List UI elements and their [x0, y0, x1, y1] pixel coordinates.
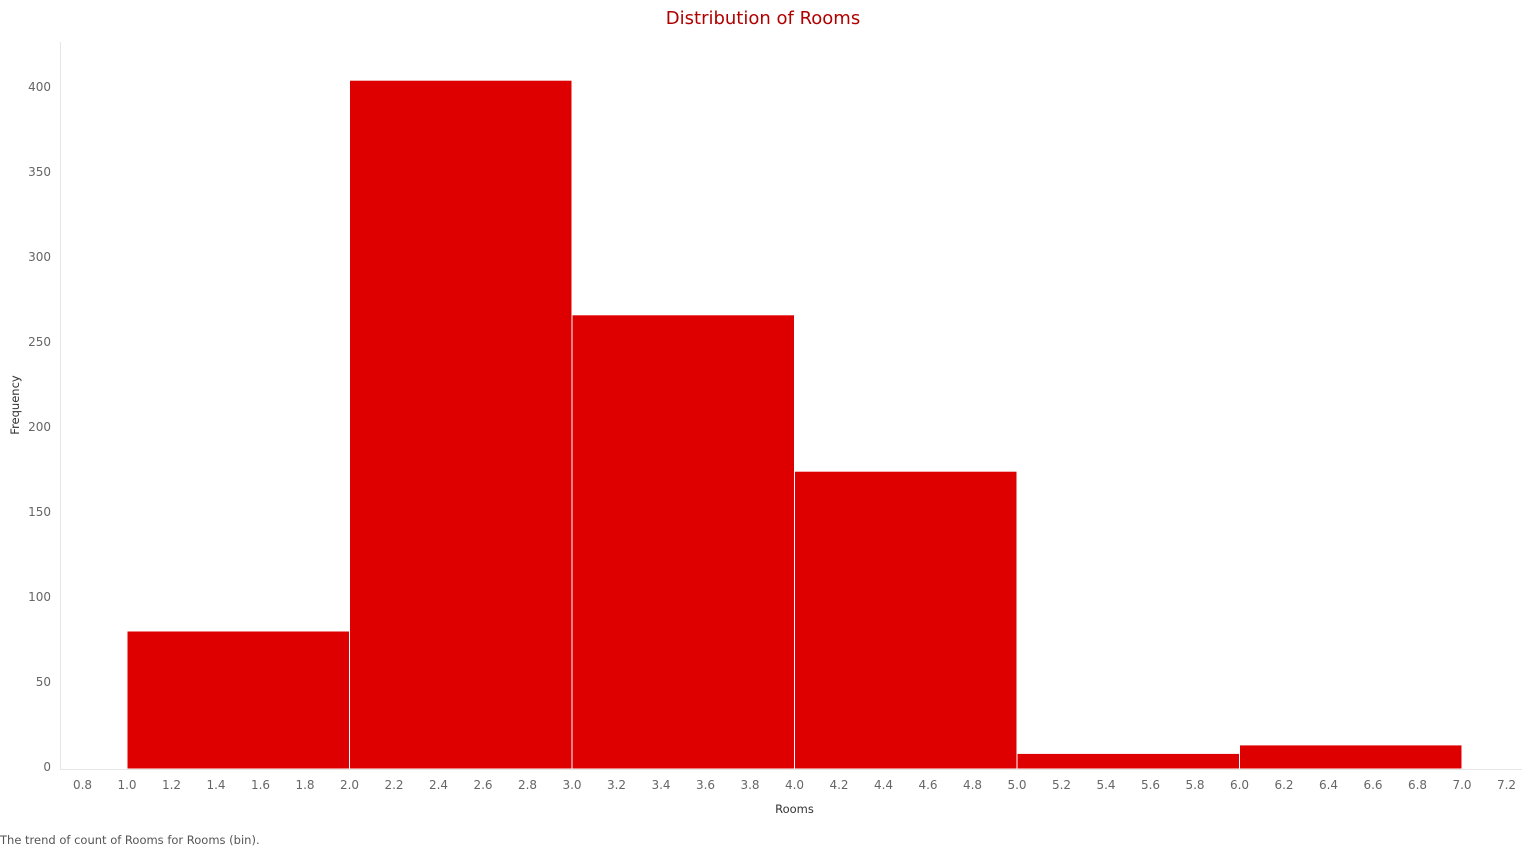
y-tick-label: 150 [28, 505, 51, 519]
x-tick-label: 3.8 [740, 778, 759, 792]
histogram-bar-4[interactable] [794, 470, 1018, 770]
x-tick-label: 1.6 [251, 778, 270, 792]
x-tick-label: 3.2 [607, 778, 626, 792]
x-tick-label: 5.8 [1185, 778, 1204, 792]
x-tick-label: 3.4 [651, 778, 670, 792]
x-tick-label: 4.0 [785, 778, 804, 792]
x-tick-label: 2.8 [518, 778, 537, 792]
x-tick-label: 6.4 [1319, 778, 1338, 792]
x-tick-label: 6.0 [1230, 778, 1249, 792]
x-tick-label: 1.4 [206, 778, 225, 792]
x-tick-label: 4.8 [963, 778, 982, 792]
y-tick-label: 50 [36, 675, 51, 689]
x-tick-label: 2.0 [340, 778, 359, 792]
y-axis-title: Frequency [8, 375, 22, 435]
y-tick-label: 250 [28, 335, 51, 349]
histogram-bar-6[interactable] [1239, 744, 1463, 770]
y-tick-label: 100 [28, 590, 51, 604]
y-tick-label: 350 [28, 165, 51, 179]
x-axis-ticks: 0.8 1.0 1.2 1.4 1.6 1.8 2.0 2.2 2.4 2.6 2.8 3.0 3.2 3… [73, 778, 1516, 792]
x-tick-label: 2.4 [429, 778, 448, 792]
histogram-bar-3[interactable] [571, 314, 795, 770]
x-tick-label: 5.4 [1096, 778, 1115, 792]
x-tick-label: 1.2 [162, 778, 181, 792]
x-tick-label: 1.0 [117, 778, 136, 792]
x-tick-label: 4.4 [874, 778, 893, 792]
y-axis-ticks: 0 50 100 150 200 250 300 350 400 [28, 80, 51, 774]
x-tick-label: 6.6 [1363, 778, 1382, 792]
histogram-bar-2[interactable] [349, 79, 573, 770]
x-tick-label: 4.2 [829, 778, 848, 792]
x-axis-title: Rooms [775, 802, 814, 816]
x-tick-label: 6.8 [1408, 778, 1427, 792]
x-tick-label: 6.2 [1274, 778, 1293, 792]
x-tick-label: 3.0 [562, 778, 581, 792]
x-tick-label: 3.6 [696, 778, 715, 792]
y-tick-label: 200 [28, 420, 51, 434]
chart-title: Distribution of Rooms [665, 8, 861, 29]
x-tick-label: 5.0 [1007, 778, 1026, 792]
x-tick-label: 0.8 [73, 778, 92, 792]
bars-group [126, 79, 1463, 770]
x-tick-label: 5.6 [1141, 778, 1160, 792]
y-tick-label: 300 [28, 250, 51, 264]
histogram-bar-5[interactable] [1016, 752, 1240, 770]
x-tick-label: 4.6 [918, 778, 937, 792]
x-tick-label: 7.2 [1497, 778, 1516, 792]
x-tick-label: 2.2 [384, 778, 403, 792]
chart-caption: The trend of count of Rooms for Rooms (b… [0, 833, 260, 847]
histogram-bar-1[interactable] [126, 630, 350, 770]
y-tick-label: 400 [28, 80, 51, 94]
x-tick-label: 2.6 [473, 778, 492, 792]
x-tick-label: 5.2 [1052, 778, 1071, 792]
x-tick-label: 1.8 [295, 778, 314, 792]
x-tick-label: 7.0 [1452, 778, 1471, 792]
y-tick-label: 0 [43, 760, 51, 774]
